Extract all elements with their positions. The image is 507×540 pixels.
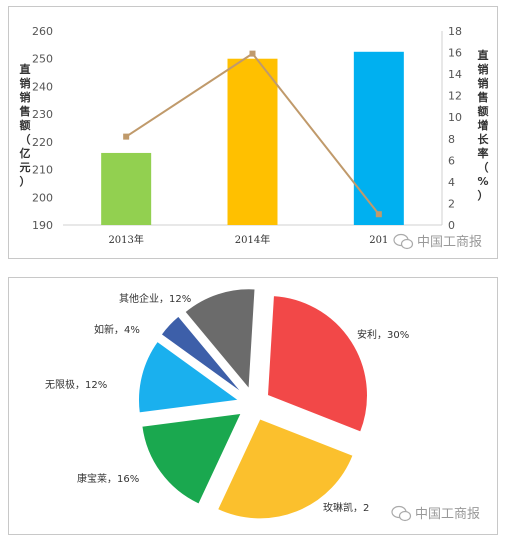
bar-2015年	[353, 51, 404, 226]
growth-point-0	[123, 133, 130, 140]
wechat-icon	[393, 233, 414, 250]
y-axis-title: 直销销售额（亿元）	[19, 62, 31, 188]
bar-line-chart: 190 200 210 220 230 240 250 260 0 2 4 6 8 10 12 14 16 18 直…	[19, 25, 490, 250]
bar-2014年	[227, 58, 278, 225]
x-tick-label: 201	[369, 235, 388, 246]
wechat-icon	[391, 505, 412, 522]
y-tick-label: 260	[32, 25, 53, 38]
pie-slice-label: 无限极，12%	[45, 378, 107, 391]
pie-slice-1	[216, 418, 354, 520]
y-tick-label: 200	[32, 191, 53, 204]
pie-slice-label: 如新，4%	[94, 323, 140, 336]
y-right-tick-label: 2	[448, 197, 455, 210]
wechat-icon-bubble-2	[400, 238, 414, 250]
watermark-text: 中国工商报	[415, 507, 480, 522]
y-tick-label: 190	[32, 219, 53, 232]
y-right-tick-label: 14	[448, 68, 462, 81]
y-right-tick-label: 8	[448, 133, 455, 146]
y-right-tick-label: 0	[448, 219, 455, 232]
y-tick-label: 250	[32, 53, 53, 66]
pie-slice-0	[266, 295, 368, 433]
y-right-tick-label: 4	[448, 176, 455, 189]
pie-chart-panel: 安利，30% 玫琳凯，2 康宝莱，16% 无限极，12% 如新，4% 其他企业，12% 中国…	[8, 277, 498, 535]
y-tick-label: 230	[32, 108, 53, 121]
y-right-tick-label: 10	[448, 111, 462, 124]
pie-chart: 安利，30% 玫琳凯，2 康宝莱，16% 无限极，12% 如新，4% 其他企业，12% 中国…	[45, 288, 480, 522]
pie-slice-label: 安利，30%	[357, 328, 409, 341]
y-right-tick-label: 16	[448, 47, 462, 60]
pie-slice-label: 其他企业，12%	[119, 292, 191, 305]
y-tick-label: 220	[32, 136, 53, 149]
y-tick-label: 240	[32, 80, 53, 93]
x-tick-label: 2014年	[235, 233, 270, 246]
y-right-tick-label: 6	[448, 154, 455, 167]
watermark-text: 中国工商报	[417, 235, 482, 250]
x-tick-label: 2013年	[108, 233, 143, 246]
pie-slice-3	[138, 340, 240, 414]
bar-line-chart-panel: 190 200 210 220 230 240 250 260 0 2 4 6 8 10 12 14 16 18 直…	[8, 6, 498, 259]
growth-point-2	[375, 211, 382, 218]
bar-2013年	[101, 152, 152, 225]
wechat-icon-bubble-2	[398, 510, 412, 522]
pie-slice-2	[141, 412, 242, 505]
pie-slice-5	[184, 288, 256, 391]
y-right-tick-label: 18	[448, 25, 462, 38]
y-right-tick-label: 12	[448, 90, 462, 103]
y-right-axis-title: 直销销售额增长率（%）	[477, 48, 490, 202]
pie-slice-label: 玫琳凯，2	[323, 501, 369, 514]
growth-point-1	[249, 50, 256, 57]
pie-slice-label: 康宝莱，16%	[77, 472, 139, 485]
pie-slice-4	[160, 315, 243, 394]
y-tick-label: 210	[32, 164, 53, 177]
